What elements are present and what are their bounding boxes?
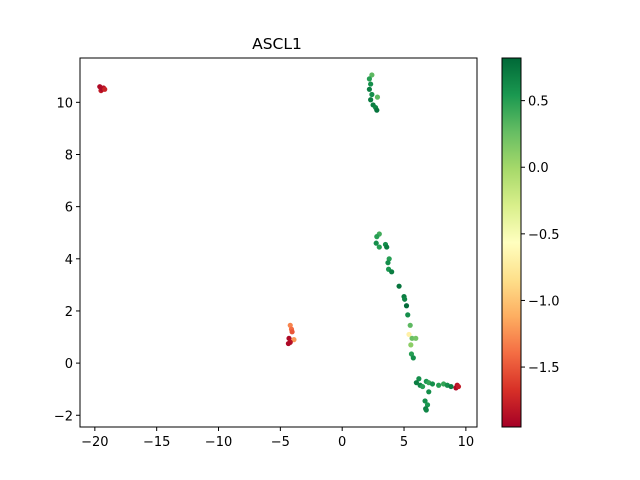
y-axis: −2 0 2 4 6 8 10 [54, 96, 80, 424]
data-point [291, 337, 297, 343]
data-point [285, 340, 291, 347]
colorbar-tick-label: −0.5 [528, 228, 560, 243]
data-point [408, 342, 414, 348]
data-point [384, 244, 390, 250]
colorbar-tick-label: −1.5 [528, 361, 560, 376]
y-tick-label: −2 [54, 409, 73, 424]
data-point [402, 296, 408, 302]
colorbar-tick-label: −1.0 [528, 294, 560, 309]
data-point [396, 283, 402, 289]
y-tick-label: 10 [56, 96, 73, 111]
data-point [286, 335, 292, 341]
data-point [429, 381, 436, 387]
data-point [376, 244, 382, 250]
x-tick-label: 0 [338, 435, 346, 450]
y-tick-label: 4 [65, 253, 73, 268]
data-point [386, 256, 392, 262]
chart-title: ASCL1 [252, 35, 302, 53]
x-tick-label: −5 [271, 435, 290, 450]
data-point [368, 81, 374, 87]
data-point [369, 72, 375, 78]
data-points [97, 72, 462, 413]
data-point [406, 331, 412, 338]
data-point [419, 383, 426, 390]
data-point [287, 322, 293, 328]
data-point [366, 76, 373, 82]
plot-frame [79, 57, 478, 428]
data-point [413, 380, 419, 386]
y-tick-label: 6 [65, 201, 73, 216]
data-point [389, 269, 395, 275]
data-point [409, 335, 415, 341]
data-point [424, 402, 431, 408]
data-point [407, 322, 413, 328]
y-tick-label: 8 [65, 148, 73, 163]
data-point [405, 312, 411, 318]
data-point [426, 389, 432, 395]
data-point [436, 382, 442, 388]
x-tick-label: 5 [400, 435, 408, 450]
data-point [410, 355, 416, 361]
x-tick-label: −15 [143, 435, 170, 450]
data-point [374, 234, 380, 240]
x-tick-label: 10 [458, 435, 475, 450]
data-point [366, 86, 373, 92]
y-tick-label: 2 [65, 305, 73, 320]
data-point [413, 335, 419, 341]
colorbar-tick-label: 0.0 [528, 161, 549, 176]
data-point [403, 303, 410, 309]
data-point [455, 383, 462, 390]
x-tick-label: −10 [205, 435, 232, 450]
data-point [416, 376, 422, 382]
data-point [408, 351, 415, 357]
y-tick-label: 0 [65, 357, 73, 372]
data-point [102, 86, 108, 92]
colorbar-axis: 0.5 0.0 −0.5 −1.0 −1.5 [521, 95, 560, 376]
data-point [289, 329, 295, 335]
data-point [448, 383, 454, 390]
data-point [368, 97, 374, 103]
data-point [373, 240, 379, 246]
colorbar [501, 57, 522, 428]
data-point [374, 94, 381, 100]
colorbar-tick-label: 0.5 [528, 95, 549, 110]
data-point [422, 398, 428, 404]
x-tick-label: −20 [81, 435, 108, 450]
data-point [423, 407, 429, 413]
data-point [369, 91, 375, 98]
data-point [374, 107, 380, 113]
x-axis: −20 −15 −10 −5 0 5 10 [81, 427, 474, 450]
data-point [385, 260, 391, 266]
